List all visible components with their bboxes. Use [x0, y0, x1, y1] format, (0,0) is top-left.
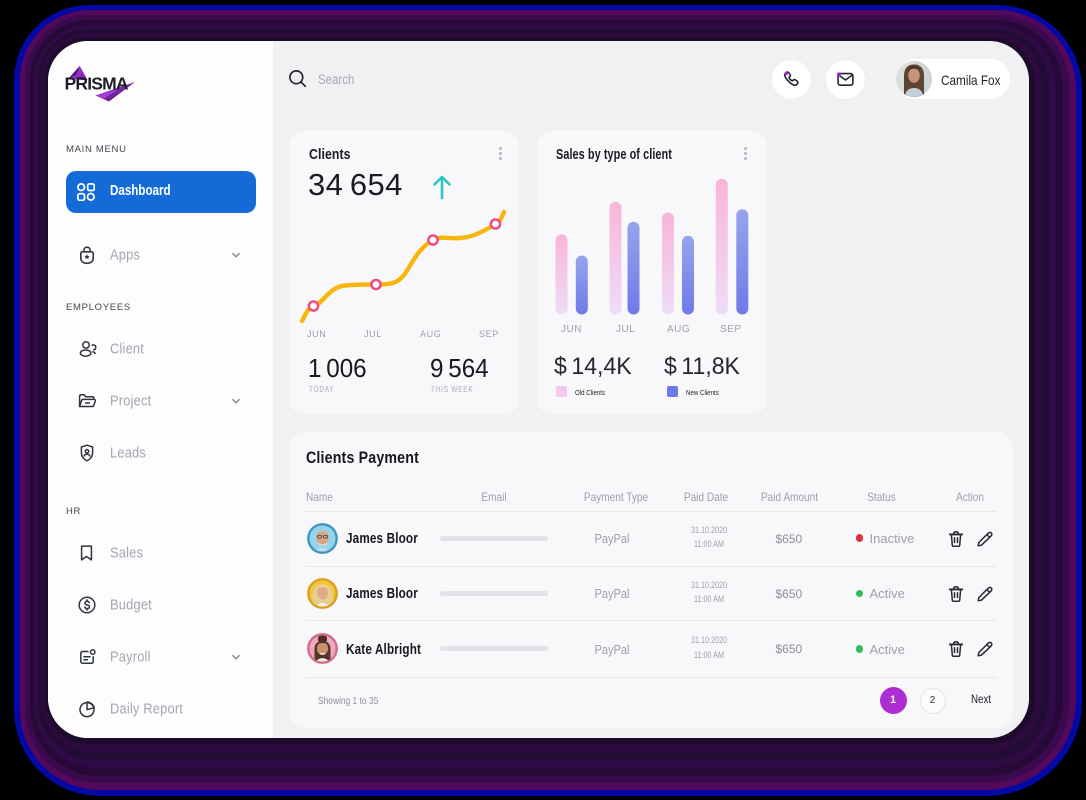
svg-text:PRISMA: PRISMA: [65, 74, 129, 94]
